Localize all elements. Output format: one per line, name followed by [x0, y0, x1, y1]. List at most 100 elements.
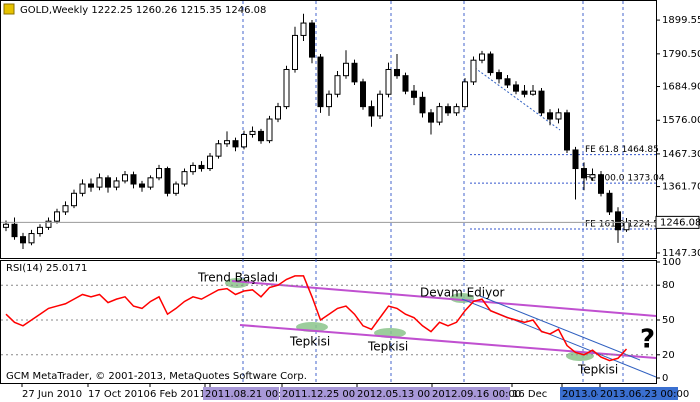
candle-body [139, 183, 145, 188]
candle-body [88, 183, 94, 188]
x-tick-label: 2013.04. [562, 389, 607, 400]
y-tick-label: 1147.30 [662, 248, 700, 259]
candle-body [436, 106, 443, 123]
candle-body [258, 130, 264, 142]
candle-body [181, 171, 188, 185]
candle-body [360, 81, 366, 108]
candle-body [334, 75, 341, 95]
candle-body [351, 62, 358, 83]
x-label-highlight [203, 387, 279, 400]
y-tick-label: 1361.70 [662, 182, 700, 193]
candle-body [581, 168, 587, 179]
candle-body [79, 183, 86, 194]
x-tick-label: 17 Oct 2010 [88, 389, 150, 400]
x-tick-label: 6 Feb 2011 [150, 389, 206, 400]
x-tick-label: 2011.12.25 00:00 [282, 389, 371, 400]
rsi-value: 25.0171 [46, 263, 87, 274]
candle-body [368, 106, 375, 117]
period-separators [242, 1, 624, 383]
annotation: ? [640, 325, 655, 355]
x-tick-label: 2012.05.13 00:00 [357, 389, 446, 400]
candle-body [623, 221, 630, 231]
candle-body [377, 93, 383, 117]
x-label-highlight [598, 387, 678, 400]
y-tick-label: 1790.50 [662, 49, 700, 60]
copyright: GCM MetaTrader, © 2001-2013, MetaQuotes … [6, 371, 307, 382]
candle-body [232, 140, 239, 148]
rsi-line [5, 275, 628, 362]
candle-body [555, 112, 562, 120]
price-tag [655, 215, 700, 229]
x-label-highlight [355, 387, 435, 400]
y-tick-label: 1899.55 [662, 15, 700, 26]
candle-body [62, 205, 69, 213]
y-tick-label: 1467.30 [662, 149, 700, 160]
fibo-label: FE 61.8 1464.85 [585, 145, 659, 155]
candle-body [28, 233, 35, 244]
x-label-highlight [280, 387, 360, 400]
high-value: 1260.26 [136, 5, 177, 16]
candle-body [606, 192, 613, 213]
candle-body [11, 223, 18, 238]
candle-body [530, 90, 536, 95]
candle-body [487, 53, 494, 74]
rsi-pane [0, 260, 657, 384]
candle-body [224, 140, 230, 145]
open-value: 1222.25 [91, 5, 132, 16]
candle-body [266, 118, 273, 142]
candle-body [385, 68, 392, 95]
annotation: Trend Başladı [197, 271, 278, 285]
candle-body [20, 236, 26, 244]
candle-body [147, 177, 154, 188]
candle-body [428, 112, 434, 123]
y-tick-label: 20 [662, 350, 675, 361]
x-label-highlight [560, 387, 600, 400]
candle-body [113, 180, 120, 188]
candle-body [343, 62, 349, 77]
candle-body [419, 96, 426, 114]
candle-body [96, 177, 103, 188]
chart-header: GOLD,Weekly 1222.25 1260.26 1215.35 1246… [20, 5, 266, 16]
candle-body [496, 72, 502, 80]
low-value: 1215.35 [180, 5, 221, 16]
candle-body [241, 133, 247, 148]
candle-body [547, 112, 553, 120]
annotation: Tepkisi [367, 340, 408, 354]
y-tick-label: 80 [662, 280, 675, 291]
y-tick-label: 100 [662, 257, 681, 268]
candle-body [164, 168, 171, 194]
candle-body [275, 106, 281, 120]
candle-body [173, 183, 179, 194]
rsi-title: RSI(14) [6, 263, 43, 274]
candle-body [394, 68, 400, 77]
candle-body [37, 226, 43, 235]
y-tick-label: 50 [662, 315, 675, 326]
candle-body [207, 155, 213, 170]
candle-body [589, 174, 596, 179]
candle-body [215, 143, 222, 157]
x-tick-label: 27 Jun 2010 [22, 389, 82, 400]
annotation: Tepkisi [577, 363, 618, 377]
close-value: 1246.08 [225, 5, 266, 16]
symbol: GOLD,Weekly [20, 5, 88, 16]
candle-body [292, 34, 298, 70]
candle-body [462, 81, 468, 108]
candle-body [402, 75, 409, 92]
candle-body [513, 84, 519, 92]
candle-body [105, 177, 111, 188]
price-pane [0, 0, 657, 259]
y-tick-label: 0 [662, 373, 668, 384]
candle-body [479, 53, 485, 61]
price-tag-label: 1246.08 [660, 217, 700, 228]
symbol-icon [3, 3, 15, 15]
annotation: Devam Ediyor [420, 286, 505, 300]
candle-body [572, 149, 579, 170]
candle-body [156, 168, 162, 179]
y-tick-label: 1576.00 [662, 115, 700, 126]
candle-body [122, 174, 128, 182]
candle-body [453, 106, 460, 114]
rsi-header: RSI(14) 25.0171 [6, 263, 87, 274]
candle-body [249, 130, 256, 135]
fibo-label: FE 100.0 1373.04 [585, 174, 665, 184]
x-label-highlight [430, 387, 510, 400]
